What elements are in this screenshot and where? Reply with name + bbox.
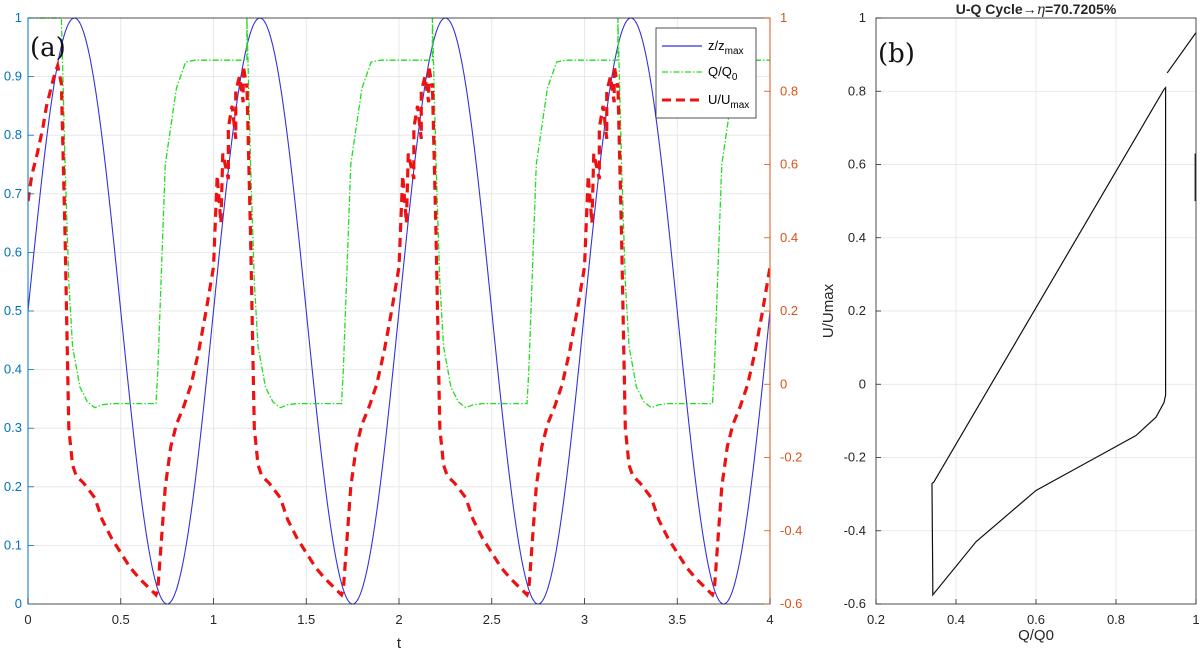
left-y-tick-label: 0.9 <box>4 69 22 84</box>
left-y-tick-label: 0 <box>15 596 22 611</box>
x-tick-label: 2.5 <box>483 612 501 627</box>
x-tick-label: 3.5 <box>668 612 686 627</box>
right-y-tick-label: -0.6 <box>780 596 802 611</box>
panel-a-x-axis-label: t <box>397 635 402 652</box>
x-tick-label: 0.5 <box>112 612 130 627</box>
right-y-tick-label: -0.4 <box>780 523 802 538</box>
panel-b-y-ticks: -0.6 -0.4 -0.2 0 0.2 0.4 0.6 0.8 1 <box>844 10 881 611</box>
y-tick-label: -0.4 <box>844 523 866 538</box>
y-tick-label: 1 <box>859 10 866 25</box>
right-y-tick-label: 0.6 <box>780 157 798 172</box>
x-tick-label: 0 <box>24 612 31 627</box>
x-tick-label: 0.4 <box>947 612 965 627</box>
x-tick-label: 0.8 <box>1107 612 1125 627</box>
left-y-tick-label: 0.4 <box>4 362 22 377</box>
legend-label-z: z/zmax <box>708 38 744 57</box>
right-y-tick-label: 0 <box>780 376 787 391</box>
x-tick-label: 4 <box>766 612 773 627</box>
y-tick-label: 0.4 <box>848 230 866 245</box>
y-tick-label: 0.2 <box>848 303 866 318</box>
x-tick-label: 1 <box>210 612 217 627</box>
right-y-tick-label: 1 <box>780 10 787 25</box>
panel-a: 0 0.5 1 1.5 2 2.5 3 3.5 4 0 0.1 0.2 0.3 0.4 0.5 0.6 0.7… <box>4 10 802 652</box>
series-line-u <box>28 59 770 598</box>
panel-a-series <box>28 17 770 605</box>
left-y-tick-label: 0.2 <box>4 479 22 494</box>
right-y-tick-label: -0.2 <box>780 450 802 465</box>
x-tick-label: 3 <box>581 612 588 627</box>
y-tick-label: 0.6 <box>848 157 866 172</box>
y-tick-label: 0 <box>859 376 866 391</box>
panel-b: 0.2 0.4 0.6 0.8 1 -0.6 -0.4 -0.2 0 0.2 0.4 0.6 0.8 1… <box>820 1 1200 644</box>
y-tick-label: 0.8 <box>848 83 866 98</box>
series-line-z <box>28 17 770 605</box>
panel-b-title: U-Q Cycle→η=70.7205% <box>956 1 1117 18</box>
panel-b-y-axis-label: U/Umax <box>820 283 837 338</box>
left-y-tick-label: 0.5 <box>4 303 22 318</box>
uq-cycle-segment <box>1166 32 1197 74</box>
x-tick-label: 1 <box>1192 612 1199 627</box>
right-y-tick-label: 0.8 <box>780 83 798 98</box>
legend-label-q: Q/Q0 <box>708 64 738 83</box>
right-y-tick-label: 0.4 <box>780 230 798 245</box>
panel-a-label: (a) <box>30 33 66 63</box>
panel-b-x-ticks: 0.2 0.4 0.6 0.8 1 <box>867 599 1200 627</box>
panel-b-label: (b) <box>878 39 915 69</box>
x-tick-label: 0.6 <box>1027 612 1045 627</box>
left-y-tick-label: 0.3 <box>4 420 22 435</box>
uq-cycle-loop <box>931 85 1167 597</box>
x-tick-label: 0.2 <box>867 612 885 627</box>
panel-b-x-axis-label: Q/Q0 <box>1018 627 1054 644</box>
legend-box <box>655 27 757 119</box>
y-tick-label: -0.6 <box>844 596 866 611</box>
panel-a-right-y-ticks: -0.6 -0.4 -0.2 0 0.2 0.4 0.6 0.8 1 <box>764 10 802 611</box>
left-y-tick-label: 0.8 <box>4 127 22 142</box>
y-tick-label: -0.2 <box>844 450 866 465</box>
left-y-tick-label: 0.7 <box>4 186 22 201</box>
right-y-tick-label: 0.2 <box>780 303 798 318</box>
legend-label-u: U/Umax <box>708 92 749 111</box>
x-tick-label: 2 <box>395 612 402 627</box>
left-y-tick-label: 0.6 <box>4 244 22 259</box>
series-line-q <box>28 17 770 409</box>
left-y-tick-label: 1 <box>15 10 22 25</box>
panel-b-series <box>931 32 1197 597</box>
legend: z/zmax Q/Q0 U/Umax <box>655 27 757 119</box>
panel-a-left-y-ticks: 0 0.1 0.2 0.3 0.4 0.5 0.6 0.7 0.8 0.9 1 <box>4 10 34 611</box>
left-y-tick-label: 0.1 <box>4 537 22 552</box>
panel-a-x-ticks: 0 0.5 1 1.5 2 2.5 3 3.5 4 <box>24 598 774 627</box>
x-tick-label: 1.5 <box>297 612 315 627</box>
